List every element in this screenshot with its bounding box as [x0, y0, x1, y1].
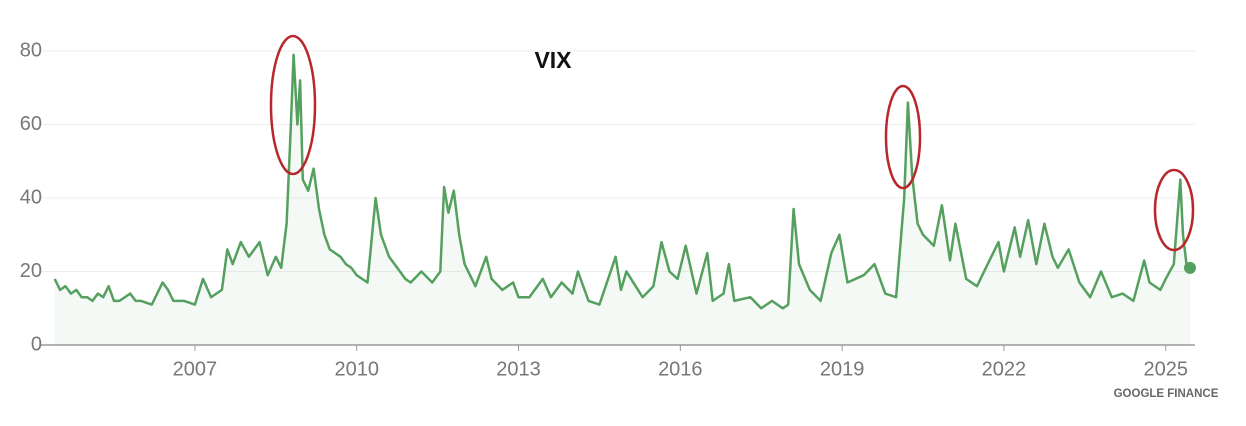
- x-tick-label: 2016: [658, 358, 703, 380]
- x-tick-label: 2022: [982, 358, 1027, 380]
- highlight-ellipse: [884, 84, 922, 190]
- x-tick-label: 2019: [820, 358, 865, 380]
- y-tick-label: 0: [31, 333, 42, 355]
- x-tick-label: 2025: [1143, 358, 1188, 380]
- y-tick-label: 40: [20, 186, 42, 208]
- y-tick-label: 20: [20, 260, 42, 282]
- y-tick-label: 60: [20, 113, 42, 135]
- area-fill: [54, 54, 1191, 345]
- highlight-ellipse: [269, 34, 317, 176]
- y-tick-label: 80: [20, 39, 42, 61]
- line-series: [53, 53, 1192, 310]
- x-tick-label: 2013: [496, 358, 541, 380]
- highlight-ellipse: [1153, 168, 1195, 252]
- highlights: [269, 34, 1195, 252]
- plot-area: 0 20 40 60 80 2007 2010 2013 2016 2019 2022 2025: [20, 39, 1196, 380]
- source-label: GOOGLE FINANCE: [1114, 388, 1219, 400]
- x-tick-label: 2010: [334, 358, 379, 380]
- x-tick-label: 2007: [173, 358, 218, 380]
- end-point: [1184, 261, 1196, 274]
